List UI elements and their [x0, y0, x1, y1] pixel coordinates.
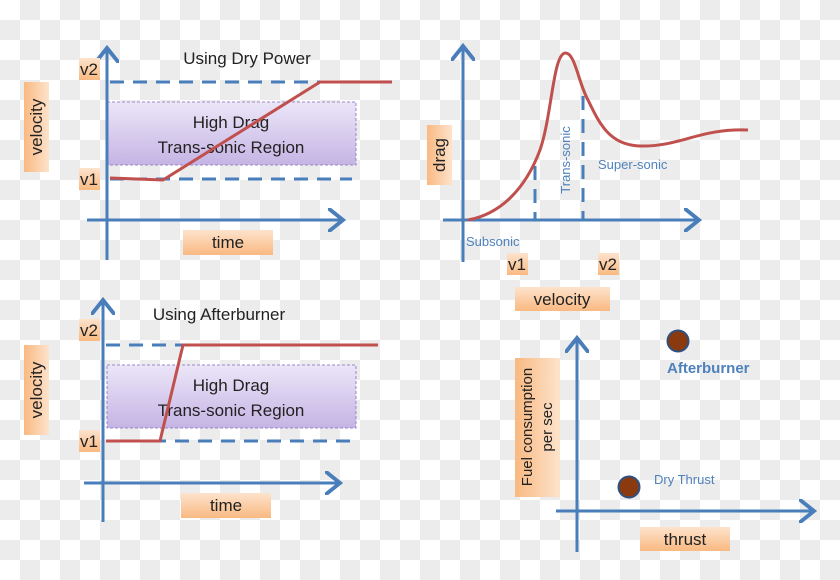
- v1-label: v1: [80, 432, 98, 451]
- afterburner-chart: Using Afterburner High Drag Trans-sonic …: [24, 300, 378, 522]
- supersonic-label: Super-sonic: [598, 157, 668, 172]
- region-label-1: High Drag: [193, 376, 270, 395]
- dry-power-chart: Using Dry Power High Drag Trans-sonic Re…: [24, 48, 392, 260]
- high-drag-region: [106, 101, 357, 166]
- afterburner-label: Afterburner: [667, 360, 750, 377]
- y-axis-label: drag: [430, 138, 449, 172]
- y-axis-label-line1: Fuel consumption: [519, 368, 536, 486]
- x-axis-label: thrust: [664, 530, 707, 549]
- y-axis-label: velocity: [27, 361, 46, 418]
- v2-label: v2: [599, 255, 617, 274]
- x-axis-label: time: [212, 233, 244, 252]
- afterburner-title: Using Afterburner: [153, 305, 286, 324]
- v1-label: v1: [508, 255, 526, 274]
- drag-curve: [467, 51, 749, 222]
- v1-label: v1: [80, 170, 98, 189]
- y-axis-label: velocity: [27, 98, 46, 155]
- high-drag-region: [106, 364, 357, 429]
- velocity-curve: [109, 80, 392, 182]
- fuel-chart: Afterburner Dry Thrust Fuel consumption …: [515, 329, 814, 552]
- dry-thrust-label: Dry Thrust: [654, 472, 715, 487]
- y-axis-label-line2: per sec: [539, 402, 556, 452]
- region-label-2: Trans-sonic Region: [158, 138, 305, 157]
- transsonic-label: Trans-sonic: [558, 126, 573, 194]
- dry-title: Using Dry Power: [183, 49, 311, 68]
- dry-thrust-point: [617, 475, 641, 499]
- region-label-2: Trans-sonic Region: [158, 401, 305, 420]
- drag-chart: Trans-sonic Super-sonic Subsonic v1 v2 v…: [427, 46, 749, 311]
- x-axis-label: time: [210, 496, 242, 515]
- velocity-curve: [106, 343, 378, 443]
- v2-label: v2: [80, 321, 98, 340]
- afterburner-point: [666, 329, 690, 353]
- x-axis-label: velocity: [534, 290, 591, 309]
- v2-label: v2: [80, 60, 98, 79]
- subsonic-label: Subsonic: [466, 234, 520, 249]
